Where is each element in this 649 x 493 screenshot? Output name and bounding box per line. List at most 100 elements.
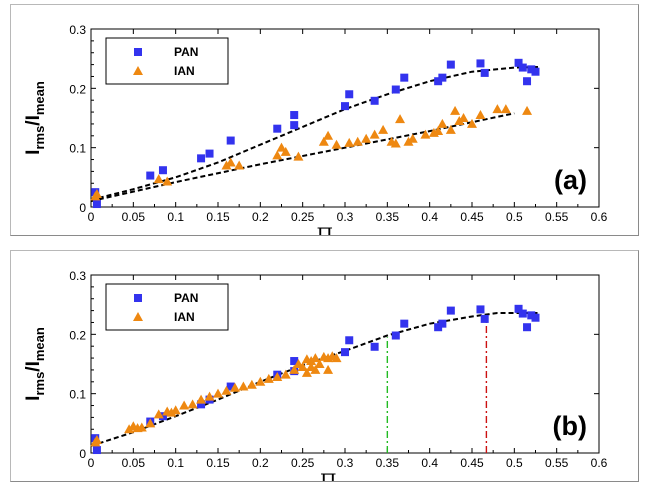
data-point-ian xyxy=(91,188,102,198)
data-point-ian xyxy=(403,136,414,146)
data-point-ian xyxy=(450,105,461,115)
legend-marker-ian xyxy=(133,312,143,321)
data-point-pan xyxy=(391,85,400,94)
data-point-ian xyxy=(263,373,274,383)
data-point-ian xyxy=(331,353,342,363)
data-point-ian xyxy=(445,124,456,134)
fit-curve xyxy=(90,312,540,447)
x-tick-label: 0.1 xyxy=(167,456,184,470)
data-point-ian xyxy=(475,110,486,120)
data-point-pan xyxy=(446,60,455,69)
x-tick-label: 0.25 xyxy=(291,456,315,470)
data-point-pan xyxy=(531,313,540,322)
data-point-ian xyxy=(492,104,503,114)
data-point-pan xyxy=(527,65,536,74)
data-point-pan xyxy=(290,111,299,120)
data-point-pan xyxy=(391,331,400,340)
y-tick-label: 0.3 xyxy=(69,23,86,37)
data-point-pan xyxy=(226,382,235,391)
data-point-ian xyxy=(500,104,511,114)
data-point-pan xyxy=(400,319,409,328)
data-point-ian xyxy=(420,129,431,139)
x-tick-label: 0.35 xyxy=(376,456,400,470)
data-point-ian xyxy=(204,391,215,401)
data-point-ian xyxy=(145,418,156,428)
x-tick-label: 0.45 xyxy=(460,210,484,224)
data-point-ian xyxy=(225,157,236,167)
legend-box xyxy=(105,283,229,331)
data-point-ian xyxy=(323,364,334,374)
data-point-ian xyxy=(280,369,291,379)
data-point-pan xyxy=(158,166,167,175)
x-tick-label: 0.3 xyxy=(337,456,354,470)
data-point-pan xyxy=(527,311,536,320)
x-tick-label: 0.45 xyxy=(460,456,484,470)
data-point-pan xyxy=(523,77,532,86)
chart-b-svg: 0 0.05 0.1 0.15 0.2 0.25 0.3 0.35 0.4 0.45 0.5 0.55… xyxy=(23,269,608,481)
x-tick-label: 0.1 xyxy=(167,210,184,224)
data-point-ian xyxy=(187,399,198,409)
x-tick-label: 0.6 xyxy=(591,456,608,470)
data-point-ian xyxy=(467,118,477,128)
data-point-ian xyxy=(221,160,232,170)
data-point-ian xyxy=(297,361,308,371)
data-point-ian xyxy=(407,133,418,143)
data-point-ian xyxy=(378,124,389,134)
data-point-ian xyxy=(344,137,355,147)
data-point-ian xyxy=(361,133,372,143)
data-point-pan xyxy=(345,336,354,345)
x-tick-label: 0.05 xyxy=(122,456,146,470)
y-axis-label: Irms/Imean xyxy=(23,81,47,155)
data-point-pan xyxy=(523,323,532,332)
data-point-ian xyxy=(323,130,334,140)
data-point-pan xyxy=(92,200,101,209)
x-tick-label: 0.4 xyxy=(421,210,438,224)
data-point-pan xyxy=(197,154,206,163)
x-tick-label: 0.2 xyxy=(252,210,269,224)
data-point-ian xyxy=(246,379,257,389)
data-point-ian xyxy=(280,146,291,156)
data-point-pan xyxy=(273,124,282,133)
data-point-ian xyxy=(331,139,342,149)
x-tick-label: 0.2 xyxy=(252,456,269,470)
data-point-ian xyxy=(153,409,164,419)
data-point-ian xyxy=(170,405,181,415)
data-point-ian xyxy=(301,367,312,377)
data-point-ian xyxy=(255,376,266,386)
data-point-ian xyxy=(166,407,177,417)
data-point-pan xyxy=(290,121,299,130)
data-point-pan xyxy=(434,323,443,332)
data-point-pan xyxy=(197,400,206,409)
data-point-ian xyxy=(293,151,304,161)
chart-panel-b: 0 0.05 0.1 0.15 0.2 0.25 0.3 0.35 0.4 0.45 0.5 0.55… xyxy=(10,250,639,482)
data-point-ian xyxy=(276,142,287,152)
data-point-ian xyxy=(522,105,533,115)
data-point-pan xyxy=(446,306,455,315)
data-point-pan xyxy=(514,58,523,67)
x-tick-label: 0.35 xyxy=(376,210,400,224)
data-point-ian xyxy=(213,388,223,398)
data-point-ian xyxy=(234,160,245,170)
data-point-ian xyxy=(221,385,232,395)
y-tick-label: 0.2 xyxy=(69,328,86,342)
data-point-pan xyxy=(341,348,349,357)
data-point-ian xyxy=(352,136,363,146)
data-point-ian xyxy=(437,118,448,128)
data-point-pan xyxy=(345,90,354,99)
legend-label-ian: IAN xyxy=(174,310,195,324)
data-point-pan xyxy=(514,304,523,313)
x-tick-label: 0.4 xyxy=(421,456,438,470)
x-tick-label: 0.6 xyxy=(591,210,608,224)
legend-marker-pan xyxy=(134,294,142,302)
chart-a-svg: 0 0.05 0.1 0.15 0.2 0.25 0.3 0.35 0.4 0.45 0.5 0.55… xyxy=(23,23,608,235)
data-point-ian xyxy=(124,424,135,434)
x-tick-label: 0.15 xyxy=(206,210,230,224)
data-point-ian xyxy=(162,176,173,186)
legend-label-pan: PAN xyxy=(174,45,198,59)
y-axis-label: Irms/Imean xyxy=(23,327,47,401)
data-point-ian xyxy=(238,381,249,391)
data-point-ian xyxy=(433,126,444,136)
data-point-pan xyxy=(518,63,527,72)
y-tick-label: 0.1 xyxy=(69,388,86,402)
